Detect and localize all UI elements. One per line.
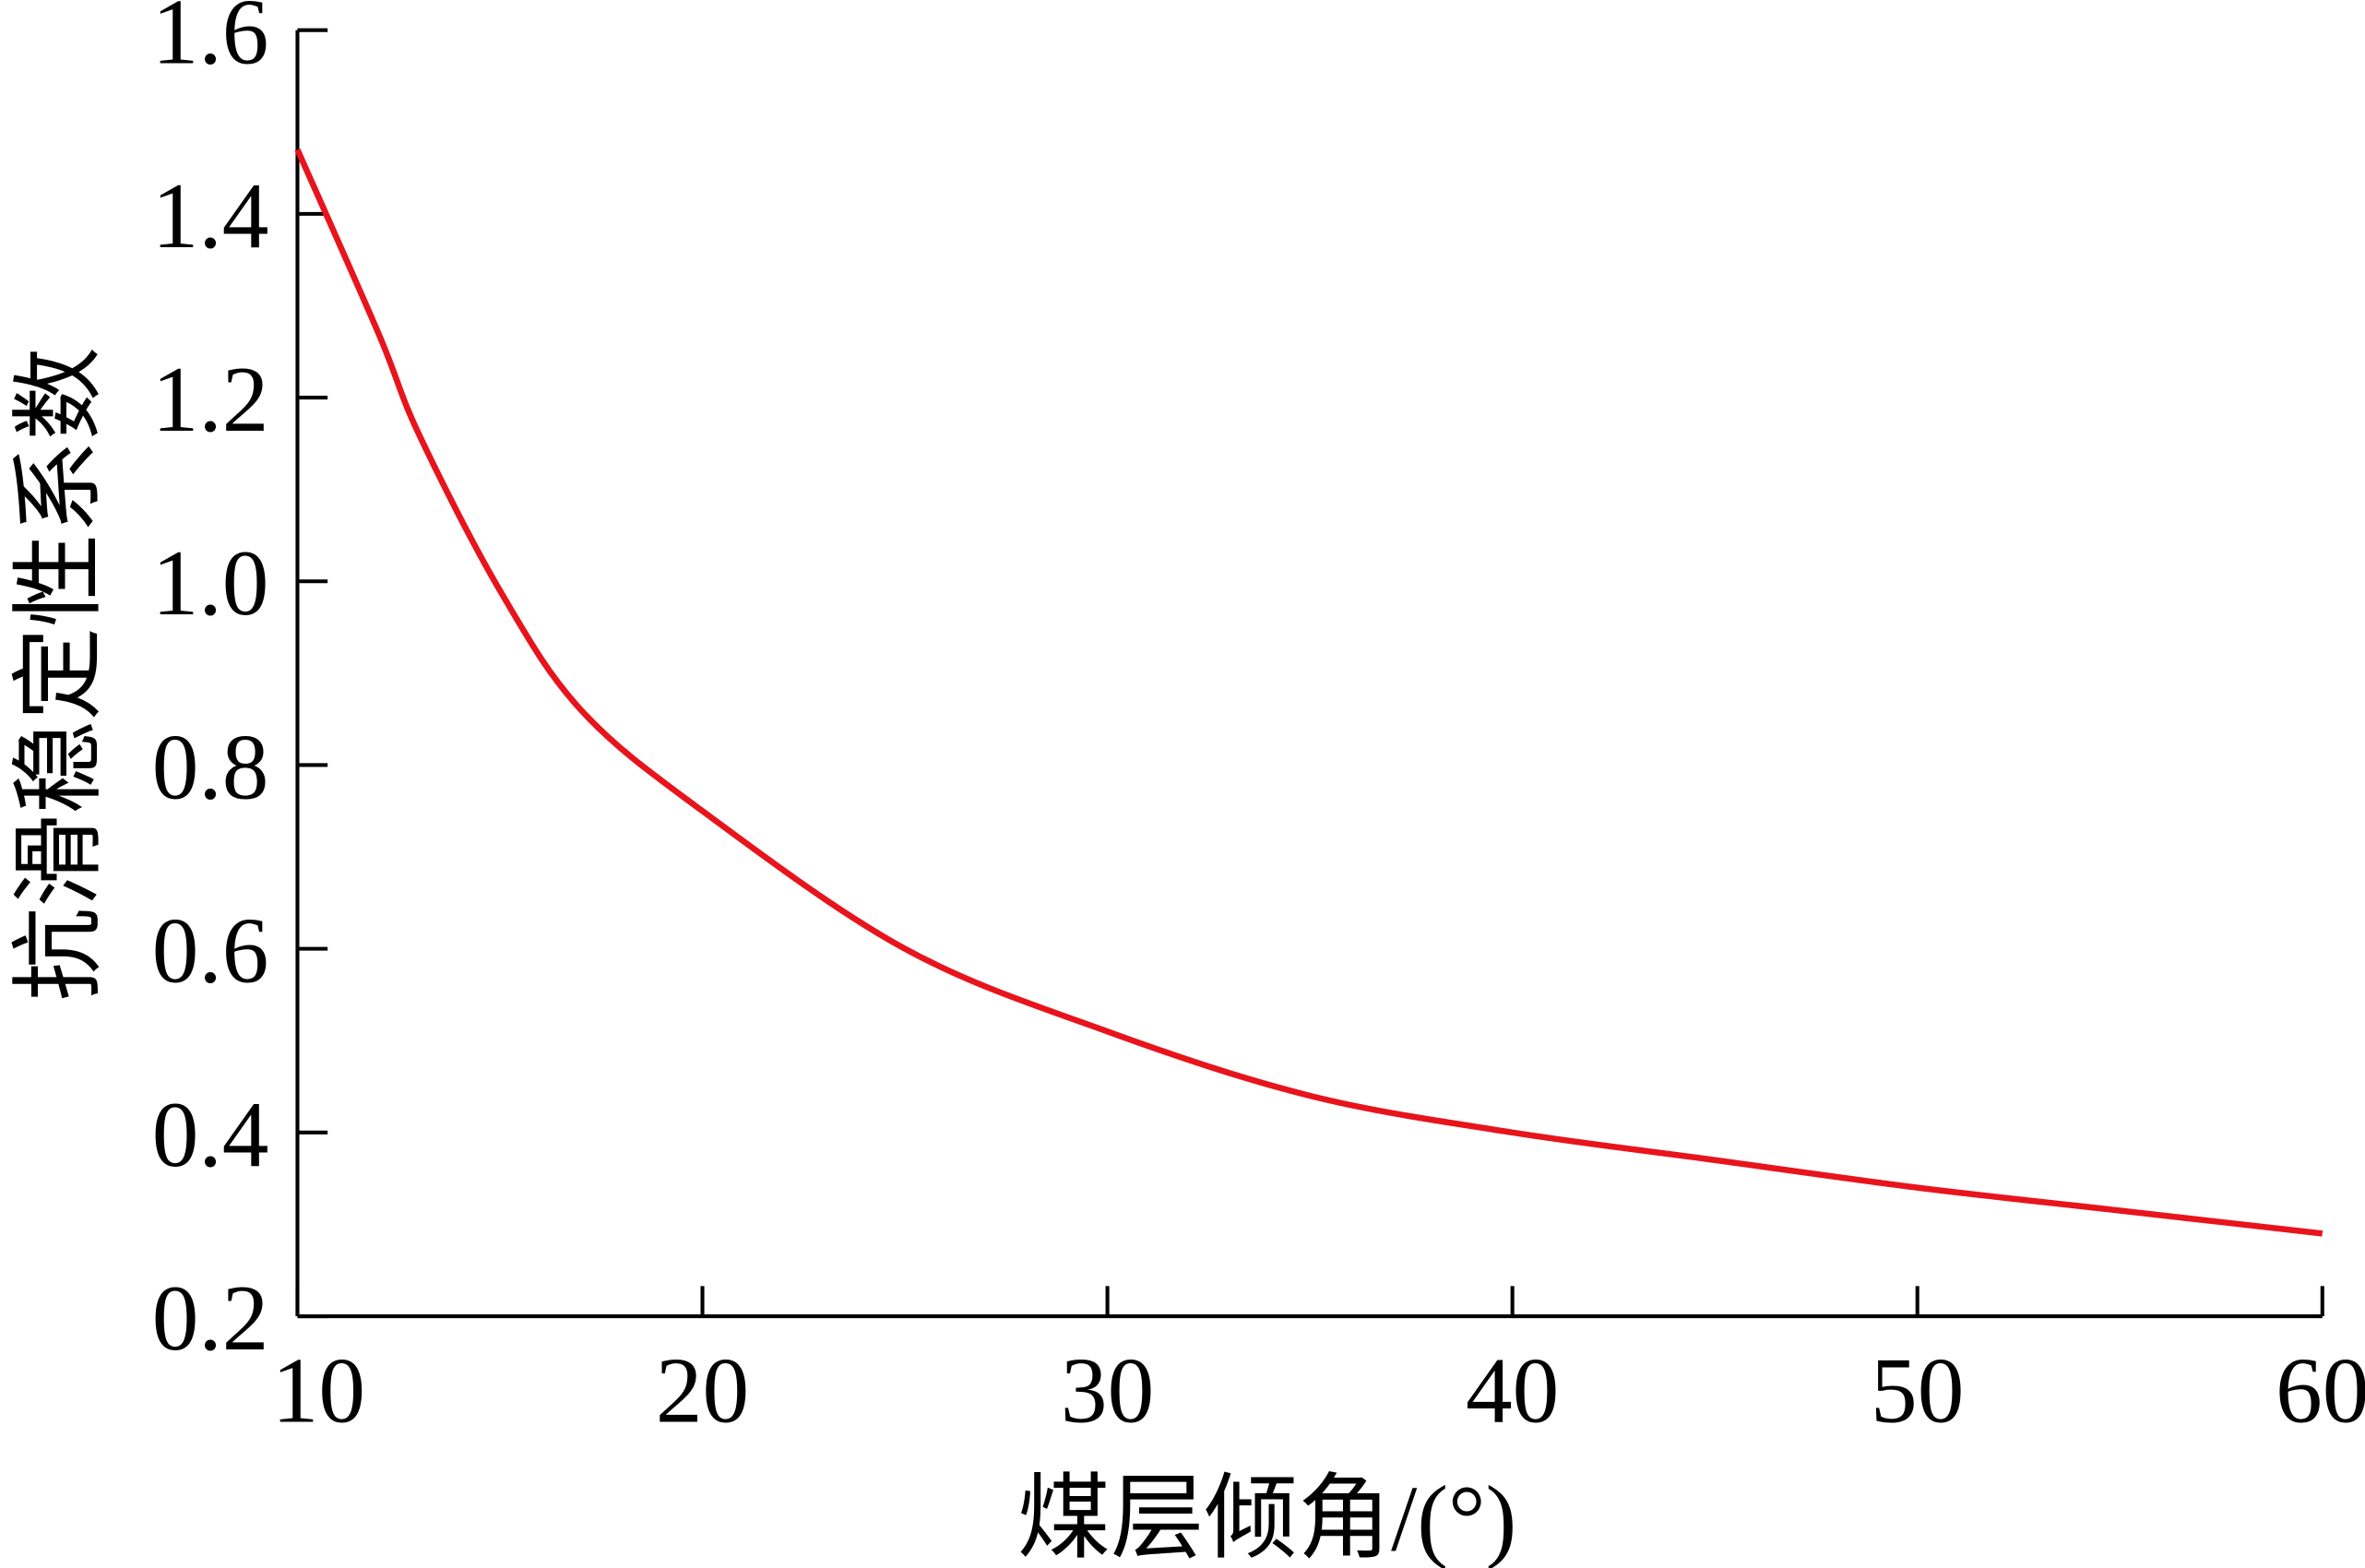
x-axis-title: 煤层倾角/(°) bbox=[1017, 1467, 1516, 1568]
y-tick-label: 0.4 bbox=[152, 1083, 269, 1186]
x-ticks: 10 20 30 40 50 60 bbox=[272, 1286, 2365, 1442]
y-tick-label: 0.8 bbox=[152, 715, 269, 818]
y-tick-label: 1.4 bbox=[152, 164, 269, 267]
y-axis-title: 抗滑稳定性系数 bbox=[8, 347, 112, 1001]
series-line bbox=[294, 148, 2323, 1237]
x-tick-label: 10 bbox=[272, 1338, 365, 1442]
y-tick-label: 1.2 bbox=[152, 348, 269, 451]
y-tick-label: 0.2 bbox=[152, 1266, 269, 1370]
x-tick-label: 30 bbox=[1061, 1338, 1154, 1442]
y-tick-label: 1.6 bbox=[152, 0, 269, 84]
x-tick-label: 40 bbox=[1466, 1338, 1559, 1442]
x-tick-label: 60 bbox=[2276, 1338, 2365, 1442]
y-tick-label: 0.6 bbox=[152, 899, 269, 1003]
y-ticks: 0.2 0.4 0.6 0.8 1.0 1.2 1.4 1.6 bbox=[152, 0, 328, 1370]
axes bbox=[295, 30, 2323, 1319]
x-tick-label: 20 bbox=[656, 1338, 749, 1442]
x-tick-label: 50 bbox=[1871, 1338, 1964, 1442]
y-tick-label: 1.0 bbox=[152, 531, 269, 635]
